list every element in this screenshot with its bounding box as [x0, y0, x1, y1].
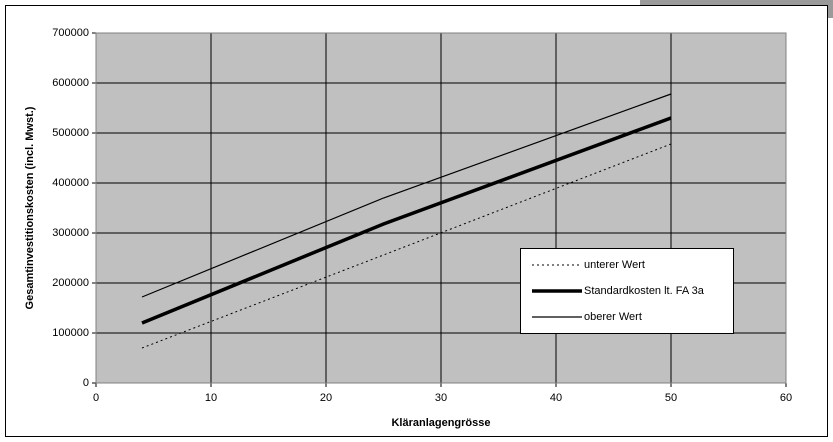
plot-border: [95, 32, 787, 384]
x-tick-label: 30: [435, 392, 447, 404]
series-line: [141, 116, 672, 325]
y-tick-label: 100000: [52, 327, 89, 339]
x-tick-label: 50: [665, 392, 677, 404]
legend-label: Standardkosten lt. FA 3a: [584, 285, 705, 297]
x-tick-label: 20: [320, 392, 332, 404]
legend-label: oberer Wert: [584, 311, 642, 323]
x-tick-label: 10: [205, 392, 217, 404]
x-tick-label: 40: [550, 392, 562, 404]
y-tick-label: 300000: [52, 227, 89, 239]
y-tick-label: 400000: [52, 177, 89, 189]
y-axis-label: Gesamtinvestitionskosten (incl. Mwst.): [24, 106, 36, 309]
series-line: [141, 93, 672, 298]
series-line: [141, 143, 672, 349]
y-tick-label: 500000: [52, 127, 89, 139]
x-tick-label: 60: [780, 392, 792, 404]
y-tick-label: 600000: [52, 77, 89, 89]
y-tick-label: 700000: [52, 27, 89, 39]
x-tick-label: 0: [93, 392, 99, 404]
legend-label: unterer Wert: [584, 259, 645, 271]
x-axis-label: Kläranlagengrösse: [391, 417, 490, 429]
legend: unterer Wert Standardkosten lt. FA 3a ober…: [520, 248, 734, 334]
y-tick-label: 200000: [52, 277, 89, 289]
y-tick-label: 0: [83, 377, 89, 389]
